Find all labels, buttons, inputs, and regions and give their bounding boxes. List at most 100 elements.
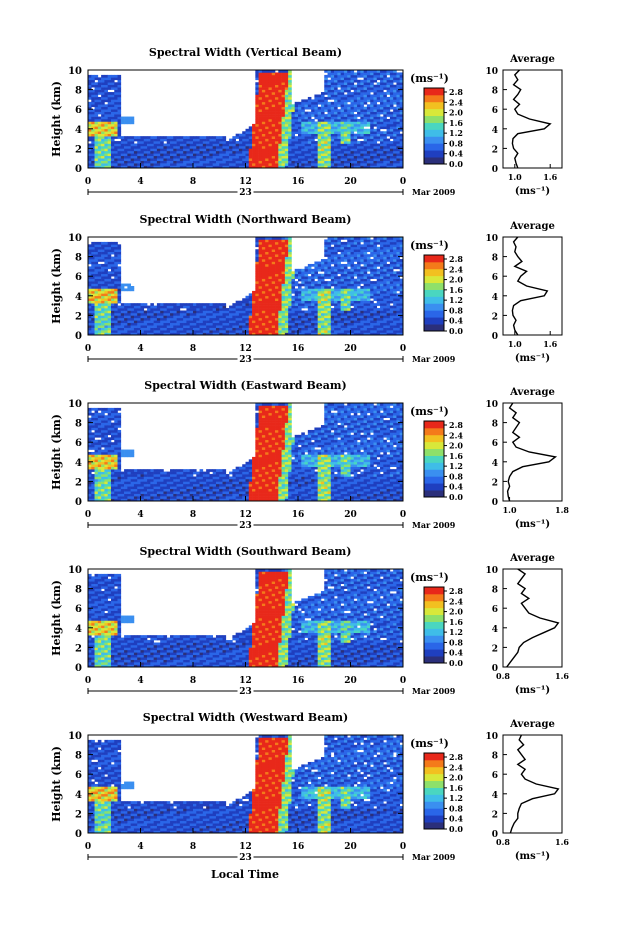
heatmap-cell xyxy=(94,286,99,289)
heatmap-cell xyxy=(386,143,391,147)
heatmap-cell xyxy=(97,251,102,255)
heatmap-cell xyxy=(242,305,246,309)
heatmap-cell xyxy=(222,155,227,159)
heatmap-cell xyxy=(294,141,299,144)
heatmap-cell xyxy=(104,249,108,252)
heatmap-cell xyxy=(278,79,282,83)
heatmap-cell xyxy=(271,249,276,252)
heatmap-cell xyxy=(252,148,256,152)
heatmap-cell xyxy=(380,276,384,279)
heatmap-cell xyxy=(380,256,384,260)
heatmap-cell xyxy=(396,84,401,88)
heatmap-cell xyxy=(366,273,371,277)
heatmap-cell xyxy=(350,315,355,319)
heatmap-cell xyxy=(209,310,213,314)
heatmap-cell xyxy=(347,320,351,324)
heatmap-cell xyxy=(275,96,279,100)
heatmap-cell xyxy=(373,249,378,252)
heatmap-cell xyxy=(311,310,315,314)
heatmap-cell xyxy=(94,303,99,306)
heatmap-cell xyxy=(107,155,112,159)
heatmap-cell xyxy=(130,317,135,321)
heatmap-cell xyxy=(324,276,328,279)
heatmap-cell xyxy=(104,293,108,297)
heatmap-cell xyxy=(304,104,309,108)
heatmap-cell xyxy=(340,126,345,130)
heatmap-cell xyxy=(110,160,115,164)
heatmap-cell xyxy=(255,286,259,289)
x-tick-label: 0 xyxy=(85,177,91,187)
heatmap-cell xyxy=(94,104,99,108)
heatmap-cell xyxy=(340,114,345,117)
heatmap-cell xyxy=(298,276,302,279)
heatmap-cell xyxy=(288,126,292,130)
heatmap-cell xyxy=(307,327,312,331)
heatmap-cell xyxy=(252,320,256,324)
heatmap-cell xyxy=(350,119,355,122)
heatmap-cell xyxy=(380,143,384,147)
heatmap-cell xyxy=(265,94,269,98)
heatmap-cell xyxy=(110,128,115,132)
heatmap-cell xyxy=(163,150,168,154)
heatmap-cell xyxy=(88,325,92,328)
heatmap-cell xyxy=(232,163,236,166)
heatmap-cell xyxy=(225,163,230,166)
heatmap-cell xyxy=(350,259,355,262)
heatmap-cell xyxy=(130,148,135,152)
heatmap-cell xyxy=(271,259,276,262)
heatmap-cell xyxy=(291,300,296,304)
heatmap-cell xyxy=(380,138,384,142)
heatmap-cell xyxy=(193,165,197,169)
heatmap-cell xyxy=(324,300,328,304)
heatmap-cell xyxy=(104,87,108,90)
heatmap-cell xyxy=(314,150,318,154)
heatmap-cell xyxy=(261,165,266,169)
heatmap-cell xyxy=(147,160,151,164)
heatmap-cell xyxy=(186,138,191,142)
heatmap-cell xyxy=(383,315,387,319)
heatmap-cell xyxy=(393,123,397,127)
heatmap-cell xyxy=(360,298,364,301)
heatmap-cell xyxy=(245,143,250,147)
heatmap-cell xyxy=(261,138,266,142)
heatmap-cell xyxy=(242,317,246,321)
heatmap-cell xyxy=(389,128,394,132)
heatmap-cell xyxy=(225,141,230,144)
heatmap-cell xyxy=(343,109,348,112)
heatmap-cell xyxy=(140,322,145,326)
heatmap-cell xyxy=(357,330,361,333)
heatmap-cell xyxy=(337,158,341,161)
heatmap-cell xyxy=(143,158,148,161)
heatmap-cell xyxy=(353,155,358,159)
heatmap-cell xyxy=(288,148,292,152)
heatmap-cell xyxy=(380,70,384,73)
average-y-tick-label: 4 xyxy=(492,126,498,136)
heatmap-cell xyxy=(117,131,122,134)
heatmap-cell xyxy=(137,332,141,336)
heatmap-cell xyxy=(104,121,108,125)
heatmap-cell xyxy=(160,165,164,169)
heatmap-cell xyxy=(330,131,335,134)
heatmap-cell xyxy=(373,332,378,336)
heatmap-cell xyxy=(347,94,351,98)
heatmap-cell xyxy=(307,121,312,125)
heatmap-cell xyxy=(288,111,292,115)
heatmap-cell xyxy=(196,305,200,309)
heatmap-cell xyxy=(324,87,328,90)
heatmap-cell xyxy=(370,261,374,265)
heatmap-cell xyxy=(360,312,364,316)
heatmap-cell xyxy=(291,295,296,299)
heatmap-cell xyxy=(360,111,364,115)
heatmap-cell xyxy=(337,286,341,289)
heatmap-cell xyxy=(357,121,361,125)
heatmap-cell xyxy=(91,315,95,319)
heatmap-cell xyxy=(288,305,292,309)
heatmap-cell xyxy=(360,109,364,112)
heatmap-cell xyxy=(271,261,276,265)
heatmap-cell xyxy=(245,303,250,306)
heatmap-cell xyxy=(150,322,154,326)
heatmap-cell xyxy=(130,305,135,309)
heatmap-cell xyxy=(275,145,279,149)
panel-1: Spectral Width (Northward Beam)0246810He… xyxy=(50,213,563,365)
heatmap-cell xyxy=(311,153,315,157)
